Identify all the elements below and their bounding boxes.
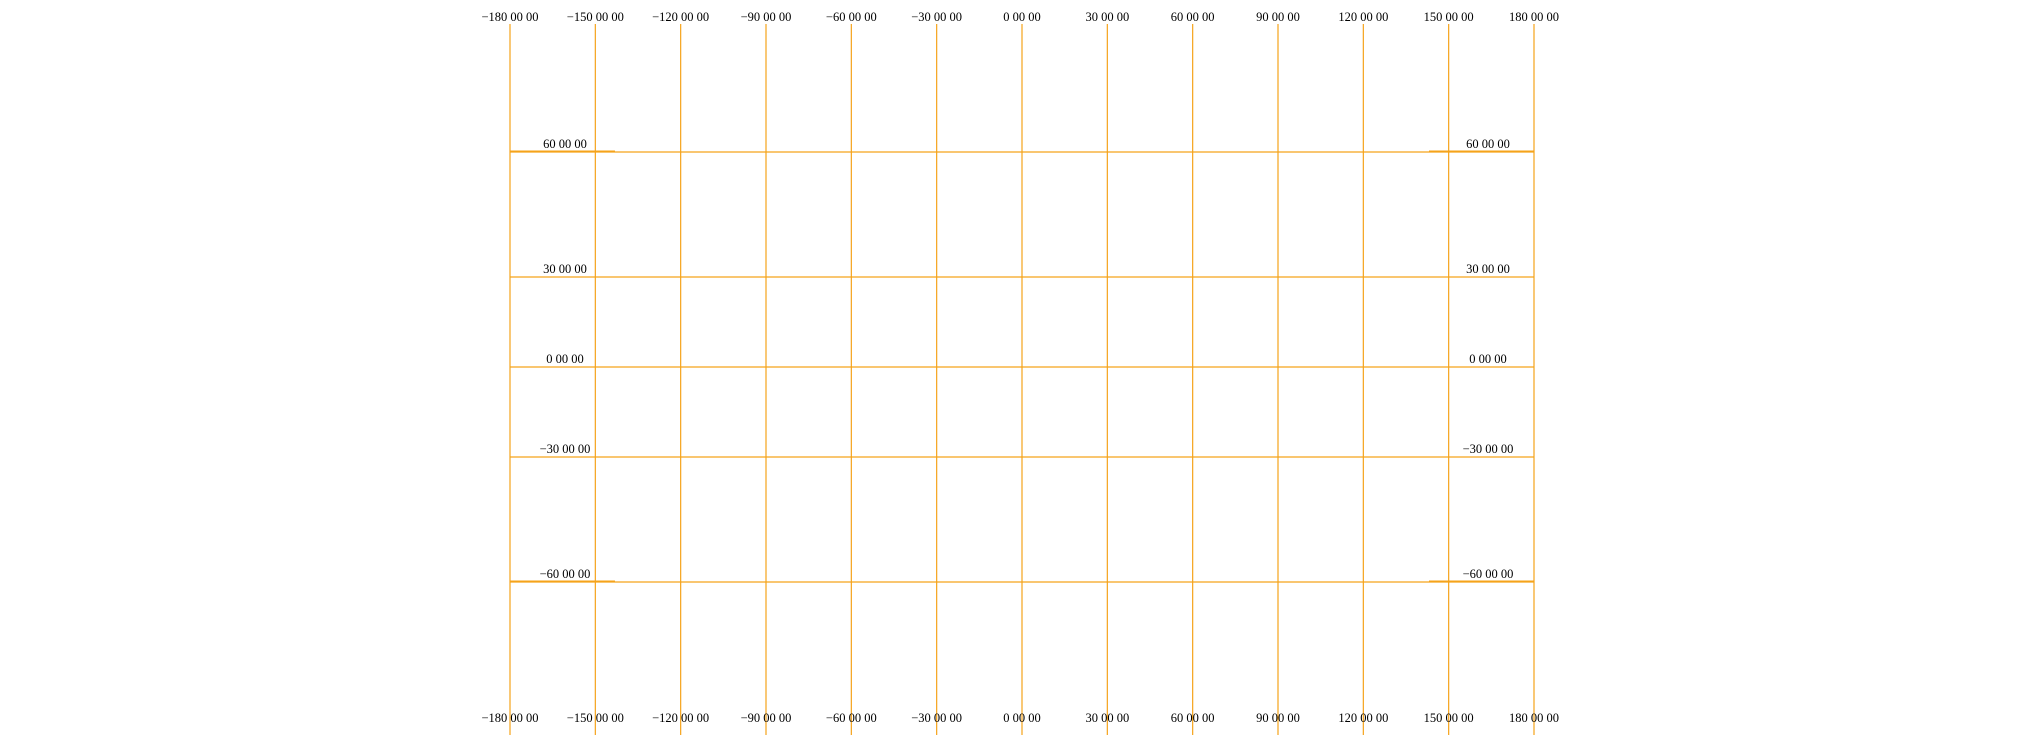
parallel-label-left: 0 00 00 <box>546 352 584 366</box>
meridian-label-top: 120 00 00 <box>1338 10 1388 24</box>
meridian-label-top: 180 00 00 <box>1509 10 1559 24</box>
meridian-label-bottom: −150 00 00 <box>567 711 624 725</box>
meridian-label-top: −180 00 00 <box>481 10 538 24</box>
parallel-label-right: 30 00 00 <box>1466 262 1510 276</box>
meridian-label-bottom: −180 00 00 <box>481 711 538 725</box>
parallel-label-left: 60 00 00 <box>543 137 587 151</box>
meridian-label-top: −30 00 00 <box>911 10 962 24</box>
meridian-label-bottom: 0 00 00 <box>1003 711 1041 725</box>
meridian-label-bottom: 90 00 00 <box>1256 711 1300 725</box>
parallel-label-left: 30 00 00 <box>543 262 587 276</box>
meridian-label-bottom: 150 00 00 <box>1424 711 1474 725</box>
meridian-label-top: 60 00 00 <box>1171 10 1215 24</box>
parallel-label-left: −60 00 00 <box>540 567 591 581</box>
parallel-lines <box>510 150 1534 583</box>
meridian-label-bottom: −120 00 00 <box>652 711 709 725</box>
meridian-label-top: −150 00 00 <box>567 10 624 24</box>
meridian-label-bottom: −30 00 00 <box>911 711 962 725</box>
parallel-label-right: 0 00 00 <box>1469 352 1507 366</box>
parallel-label-right: −30 00 00 <box>1463 442 1514 456</box>
parallel-label-left: −30 00 00 <box>540 442 591 456</box>
meridian-label-top: −90 00 00 <box>741 10 792 24</box>
parallel-label-right: −60 00 00 <box>1463 567 1514 581</box>
meridian-label-top: 150 00 00 <box>1424 10 1474 24</box>
meridian-label-bottom: 120 00 00 <box>1338 711 1388 725</box>
meridian-label-top: 30 00 00 <box>1085 10 1129 24</box>
meridian-label-bottom: 60 00 00 <box>1171 711 1215 725</box>
graticule-labels: −180 00 00 −180 00 00 −150 00 00 −150 00 00… <box>481 10 1559 725</box>
meridian-label-top: 0 00 00 <box>1003 10 1041 24</box>
meridian-label-top: −120 00 00 <box>652 10 709 24</box>
parallel-label-right: 60 00 00 <box>1466 137 1510 151</box>
meridian-label-top: 90 00 00 <box>1256 10 1300 24</box>
meridian-label-top: −60 00 00 <box>826 10 877 24</box>
meridian-label-bottom: −60 00 00 <box>826 711 877 725</box>
meridian-label-bottom: 180 00 00 <box>1509 711 1559 725</box>
meridian-lines <box>509 24 1535 735</box>
meridian-label-bottom: 30 00 00 <box>1085 711 1129 725</box>
meridian-label-bottom: −90 00 00 <box>741 711 792 725</box>
